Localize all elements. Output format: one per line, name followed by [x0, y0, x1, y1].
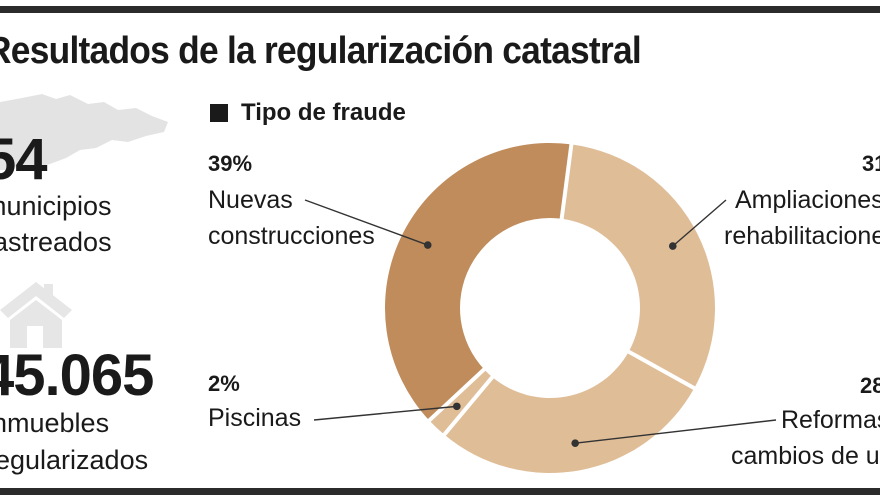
slice-pct-piscinas: 2%: [208, 371, 240, 396]
slice-label-ampliaciones-line2: rehabilitaciones: [724, 222, 880, 250]
municipalities-value: 54: [0, 127, 48, 192]
leader-dot-nuevas: [423, 241, 432, 249]
donut-slice-ampliaciones: [561, 144, 716, 389]
chart-title-text: Tipo de fraude: [241, 99, 406, 126]
donut-slice-reformas: [444, 351, 695, 473]
legend-square-icon: [210, 104, 228, 122]
slice-label-reformas-line2: cambios de uso: [731, 442, 880, 470]
slice-label-ampliaciones-line1: Ampliaciones y: [735, 186, 880, 214]
house-icon: [0, 282, 72, 348]
leader-dot-ampliaciones: [668, 242, 677, 250]
municipalities-label-line2: rastreados: [0, 227, 112, 257]
slice-pct-nuevas: 39%: [208, 151, 253, 176]
slice-label-nuevas-line2: construcciones: [208, 222, 375, 250]
slice-label-piscinas-line1: Piscinas: [208, 404, 302, 432]
slice-separator: [426, 366, 487, 424]
page-title: Resultados de la regularización catastra…: [0, 30, 642, 72]
leader-dot-piscinas: [453, 402, 461, 411]
asturias-map-icon: [0, 94, 168, 170]
leader-line-nuevas: [304, 199, 428, 246]
slice-separator: [625, 348, 697, 391]
top-border-bar: [0, 6, 880, 13]
properties-label-line1: inmuebles: [0, 408, 110, 438]
municipalities-label-line1: municipios: [0, 191, 112, 221]
slice-label-reformas-line1: Reformas y: [781, 406, 880, 434]
donut-slice-piscinas: [429, 369, 493, 435]
leader-line-ampliaciones: [672, 199, 727, 247]
properties-label-line2: regularizados: [0, 445, 149, 475]
slice-separator: [441, 374, 496, 438]
slice-pct-reformas: 28%: [860, 373, 880, 398]
slice-separator: [559, 142, 574, 222]
leader-line-piscinas: [313, 405, 457, 421]
slice-label-nuevas-line1: Nuevas: [208, 186, 293, 214]
bottom-border-bar: [0, 488, 880, 495]
leader-dot-reformas: [571, 439, 579, 447]
chart-title: Tipo de fraude: [210, 96, 406, 130]
leader-line-reformas: [575, 419, 777, 444]
slice-pct-ampliaciones: 31%: [862, 151, 880, 176]
donut-slice-nuevas: [385, 143, 572, 421]
properties-value: 45.065: [0, 343, 154, 408]
